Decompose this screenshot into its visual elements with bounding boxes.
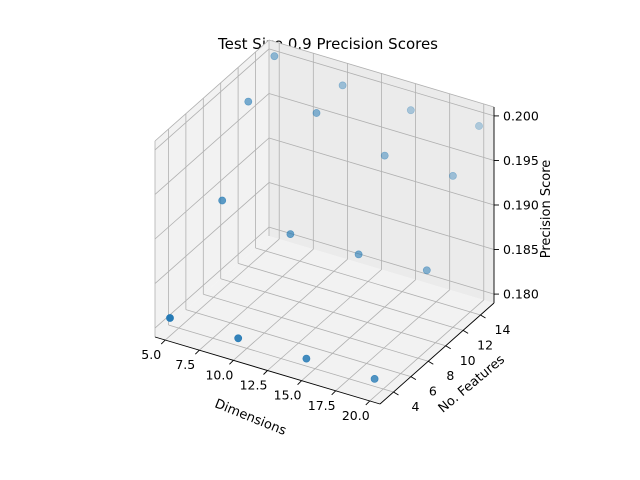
y-tick-mark [393,391,399,396]
grid-line-y-floor [168,324,394,393]
grid-line-y-floor [203,293,429,362]
z-axis-ticks: 0.180 0.185 0.190 0.195 0.200 [494,108,539,302]
data-point [422,266,431,275]
z-tick-label: 0.190 [503,198,539,213]
data-point [475,122,483,130]
y-tick-label: 14 [495,322,511,337]
grid-line-y-floor [237,262,464,331]
grid-line-x-floor [164,238,280,341]
z-tick-label: 0.200 [503,108,539,123]
y-tick-mark [445,345,451,350]
data-point [218,196,227,205]
x-tick-label: 7.5 [175,357,195,372]
grid-line-z-side [154,93,270,195]
data-point [380,151,389,160]
data-points [166,52,483,383]
x-tick-label: 20.0 [342,408,370,423]
z-tick-label: 0.195 [503,153,539,168]
grid-line-x-floor [199,248,314,351]
x-tick-label: 17.5 [308,398,336,413]
y-tick-mark [428,360,434,365]
y-tick-label: 12 [477,337,493,352]
y-tick-label: 6 [429,384,437,399]
z-axis-label: Precision Score [539,160,554,259]
x-tick-label: 12.5 [240,378,268,393]
data-point [370,374,379,383]
x-tick-mark [194,349,200,355]
data-point [244,97,253,106]
x-axis-ticks: 5.0 7.5 10.0 12.5 15.0 17.5 20.0 [141,339,371,423]
x-tick-mark [263,370,268,375]
pane-edge [268,39,495,108]
data-point [234,334,243,343]
grid-line-z-back [268,137,495,206]
grid-line-z-back [268,93,495,161]
pane-edge [154,39,270,142]
grid-line-z-side [154,137,270,240]
data-point [270,52,279,61]
y-tick-mark [410,376,417,381]
x-tick-mark [160,339,166,345]
chart-title: Test Size 0.9 Precision Scores [217,35,438,53]
x-axis-label: Dimensions [212,397,288,439]
z-tick-label: 0.180 [503,287,539,302]
x-tick-label: 5.0 [141,347,161,362]
data-point [448,171,457,180]
y-tick-label: 8 [446,368,454,383]
data-point [312,109,321,117]
x-tick-mark [365,400,371,406]
y-tick-label: 10 [460,353,476,368]
y-tick-mark [462,329,469,334]
data-point [286,230,295,238]
grid-line-x-floor [335,289,450,392]
x-tick-mark [229,360,234,365]
grid-line-z-back [268,48,495,117]
y-axis-line [379,302,495,405]
grid-line-z-side [154,226,270,329]
data-point [302,354,311,363]
y-tick-mark [480,314,486,319]
data-point [406,106,415,115]
data-point [166,314,174,322]
grid-line-y-floor [255,247,481,316]
z-tick-label: 0.185 [503,242,539,257]
grid-line-z-back [268,182,495,250]
grid-line-z-side [154,48,270,151]
data-point [338,81,347,90]
grid-line-z-back [268,226,495,295]
grid-line-x-floor [233,259,348,361]
axis-panes [155,40,494,404]
grid-lines [154,43,495,402]
y-tick-label: 4 [412,399,420,414]
data-point [354,250,363,259]
grid-line-y-floor [185,309,412,378]
grid-line-x-floor [267,269,382,371]
x-tick-label: 15.0 [274,388,302,403]
grid-line-x-floor [369,299,485,402]
grid-line-x-floor [301,279,416,381]
x-tick-mark [297,380,302,385]
grid-line-z-side [154,182,270,284]
grid-line-y-floor [220,278,446,347]
x-tick-mark [331,390,337,396]
x-tick-label: 10.0 [205,367,233,382]
